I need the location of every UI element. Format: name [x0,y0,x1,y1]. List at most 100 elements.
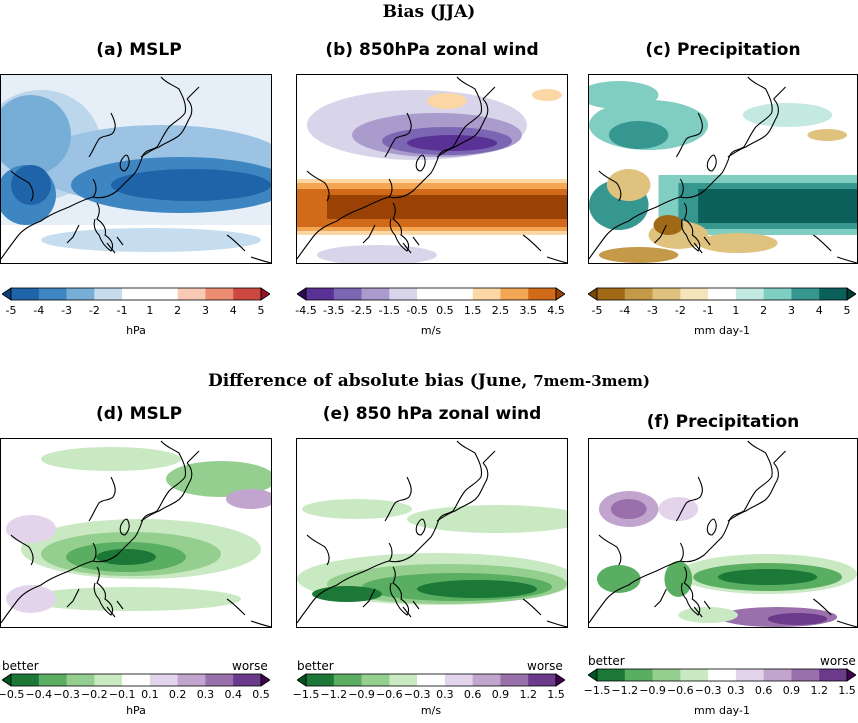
contour-fill [742,103,833,127]
colorbar-extend-min-c [587,287,598,301]
tick-label: 0.3 [436,688,454,701]
tick-label: -3.5 [323,304,345,317]
tick-label: 1 [146,304,154,317]
tick-label: 2.5 [491,304,510,317]
coastline-segment [598,170,622,202]
tick-label: -1.5 [378,304,401,317]
contour-fill [767,613,828,625]
coastline [1,76,271,263]
tick-label: 5 [257,304,265,317]
tick-label: 0.3 [727,684,745,697]
colorbar-extend-max-f [846,668,857,682]
colorbar-segment-a [66,288,95,300]
colorbar-extend-max-d [260,673,271,687]
map-panel-c [588,74,858,264]
colorbar-extend-min-d [1,673,12,687]
tick-label: -3 [647,304,659,317]
colorbar-svg-d [1,673,271,687]
tick-label: -4 [33,304,45,317]
contour-fill [698,189,857,223]
tick-label: 0.3 [196,688,215,701]
contour-fill [532,89,562,101]
figure-title-bottom-main: Difference of absolute bias (June, [207,371,534,391]
tick-label: -1 [116,304,128,317]
colorbar-segment-d [38,674,67,686]
colorbar-segment-b [389,288,418,300]
tick-label: −0.9 [639,684,666,697]
coastline [589,440,857,627]
coastline-segment [297,76,483,260]
map-panel-e [296,438,568,628]
worse-label-e: worse [527,659,563,673]
contour-fill [658,497,699,521]
contour-fill [407,505,567,533]
panel-title-d: (d) MSLP [95,404,183,424]
colorbar-outline-d [10,673,262,687]
coastline [1,440,271,627]
coastline-segment [415,154,426,172]
tick-label: −0.6 [375,688,403,701]
coastline [297,440,567,627]
tick-label: 4 [229,304,237,317]
map-svg-e [297,439,567,627]
coastline-segment [727,86,786,158]
colorbar-segment-b [306,288,335,300]
coastline-segment [675,476,703,522]
coastline-segment [654,588,667,608]
contour-fill [589,439,857,627]
colorbar-segment-c [735,288,764,300]
coastline-segment [384,476,412,522]
colorbar-outline-b [305,287,557,301]
better-label-f: better [588,654,625,668]
colorbar-svg-c [587,287,857,301]
tick-label: −0.3 [694,684,722,697]
tick-label: 2 [760,304,768,317]
contour-fill [678,607,738,623]
colorbar-segment-c [791,288,820,300]
contour-fill [807,129,848,141]
tick-label: 3 [787,304,795,317]
coastline-segment [693,236,711,254]
tick-label: -4 [619,304,631,317]
figure-title-top: Bias (JJA) [382,2,476,22]
coastline-segment [693,600,711,618]
contour-fill [596,565,641,593]
colorbar-extend-max-e [555,673,566,687]
coastline-segment [226,234,271,263]
coastline-segment [680,202,701,252]
colorbar-segment-f [652,669,681,681]
coastline-segment [140,86,200,158]
colorbar-segment-e [361,674,390,686]
coastline [589,76,857,263]
coastline-segment [679,178,684,198]
colorbar-extend-max-a [260,287,271,301]
coastline-segment [522,598,567,627]
panel-title-f: (f) Precipitation [646,412,800,432]
colorbar-segment-d [149,674,178,686]
tick-label: 2 [174,304,182,317]
tick-label: −0.2 [80,688,108,701]
colorbar-b [296,287,566,307]
colorbar-extend-min-b [296,287,307,301]
tick-label: −0.6 [666,684,694,697]
colorbar-segment-c [763,288,792,300]
colorbar-segment-e [417,674,446,686]
tick-label: 4.5 [547,304,565,317]
colorbar-segment-a [233,288,262,300]
colorbar-f [587,668,857,688]
better-label-d: better [2,659,39,673]
contour-fill [698,233,778,253]
map-svg-a [1,75,271,263]
coastline-segment [415,518,426,536]
coastline-segment [297,440,483,624]
tick-label: -3 [61,304,73,317]
tick-label: −0.3 [403,688,431,701]
coastline-segment [306,170,330,202]
map-panel-b [296,74,568,264]
map-svg-f [589,439,857,627]
contour-fill [317,245,437,263]
colorbar-segment-c [708,288,737,300]
colorbar-svg-f [587,668,857,682]
contour-fill [427,93,467,109]
colorbar-segment-b [417,288,446,300]
